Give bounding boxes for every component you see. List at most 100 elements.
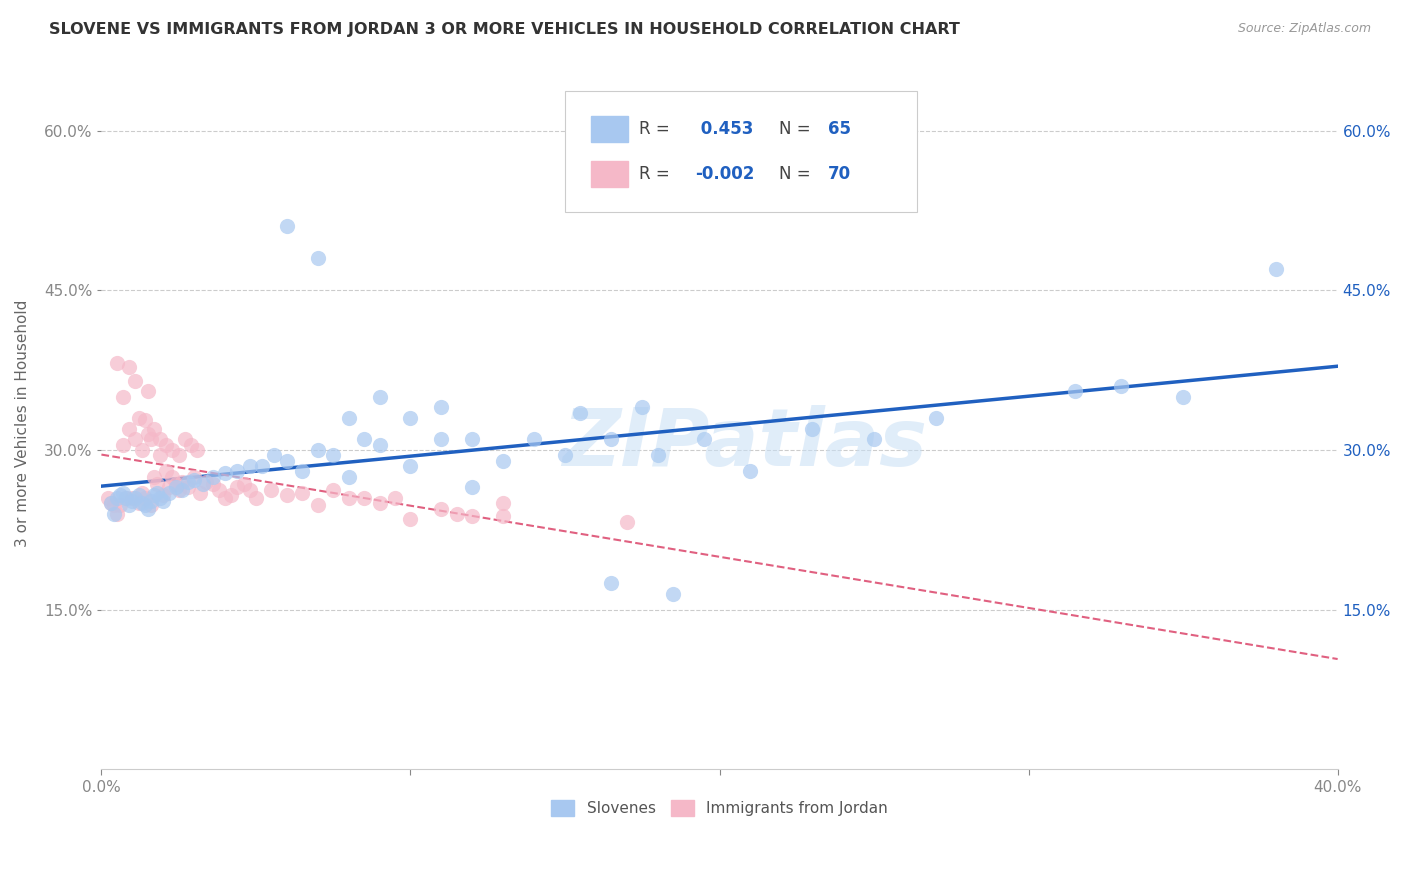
Point (193, 477, 215, 491)
Y-axis label: 3 or more Vehicles in Household: 3 or more Vehicles in Household (15, 300, 30, 547)
Point (384, 491, 406, 505)
Point (108, 488, 131, 502)
Point (157, 485, 180, 500)
Point (97, 491, 120, 505)
Point (239, 483, 262, 498)
Point (1171, 390, 1194, 404)
Point (307, 499, 329, 513)
Point (134, 413, 156, 427)
Point (368, 496, 391, 510)
Point (155, 437, 177, 451)
Point (115, 491, 138, 505)
Point (925, 411, 948, 425)
Point (103, 499, 125, 513)
Point (195, 475, 218, 489)
Point (492, 508, 515, 523)
Legend: Slovenes, Immigrants from Jordan: Slovenes, Immigrants from Jordan (544, 793, 896, 824)
Point (368, 437, 391, 451)
Point (693, 433, 716, 447)
Point (430, 501, 453, 516)
Point (662, 587, 685, 601)
Point (142, 422, 165, 436)
Point (1064, 384, 1087, 399)
Point (291, 485, 314, 500)
Point (226, 464, 249, 478)
Point (131, 442, 153, 457)
Point (177, 475, 200, 489)
Point (569, 406, 592, 420)
Point (322, 448, 344, 462)
Point (492, 496, 515, 510)
Point (291, 464, 314, 478)
Point (337, 411, 360, 425)
Point (399, 411, 422, 425)
Point (139, 433, 162, 447)
Point (188, 485, 211, 500)
Point (250, 458, 273, 473)
Point (554, 448, 576, 462)
Point (170, 483, 193, 498)
Point (353, 491, 375, 505)
Point (118, 422, 141, 436)
Text: N =: N = (779, 120, 815, 138)
Point (239, 458, 262, 473)
Point (226, 480, 249, 494)
Point (430, 401, 453, 415)
Point (149, 433, 172, 447)
Point (142, 488, 165, 502)
Point (105, 507, 128, 521)
Point (863, 433, 886, 447)
Text: Source: ZipAtlas.com: Source: ZipAtlas.com (1237, 22, 1371, 36)
Point (134, 491, 156, 505)
Text: ZIPatlas: ZIPatlas (562, 405, 927, 483)
Point (124, 374, 146, 388)
Point (128, 488, 150, 502)
Point (100, 496, 122, 510)
Point (201, 477, 224, 491)
Point (245, 491, 267, 505)
Point (337, 491, 360, 505)
Point (162, 469, 184, 483)
Point (461, 433, 484, 447)
Point (276, 219, 298, 234)
Point (263, 448, 285, 462)
Point (136, 427, 159, 442)
Point (165, 480, 187, 494)
Point (180, 437, 202, 451)
Point (399, 458, 422, 473)
Text: 65: 65 (828, 120, 851, 138)
Point (740, 464, 762, 478)
Point (260, 483, 283, 498)
Point (103, 507, 125, 521)
Point (124, 433, 146, 447)
Point (368, 390, 391, 404)
Point (124, 491, 146, 505)
Point (131, 496, 153, 510)
Point (600, 433, 623, 447)
Point (152, 488, 174, 502)
Point (214, 467, 236, 481)
Point (149, 448, 172, 462)
Point (430, 433, 453, 447)
Point (616, 516, 638, 530)
Point (322, 483, 344, 498)
Point (167, 483, 190, 498)
Point (167, 448, 190, 462)
Point (105, 356, 128, 370)
Point (139, 499, 162, 513)
Point (146, 485, 169, 500)
FancyBboxPatch shape (591, 161, 628, 187)
Point (121, 491, 143, 505)
Text: SLOVENE VS IMMIGRANTS FROM JORDAN 3 OR MORE VEHICLES IN HOUSEHOLD CORRELATION CH: SLOVENE VS IMMIGRANTS FROM JORDAN 3 OR M… (49, 22, 960, 37)
Point (112, 390, 135, 404)
Point (155, 464, 177, 478)
Text: 70: 70 (828, 165, 852, 183)
Point (128, 411, 150, 425)
Point (100, 496, 122, 510)
Text: -0.002: -0.002 (695, 165, 754, 183)
Text: R =: R = (640, 165, 675, 183)
Point (600, 576, 623, 591)
FancyBboxPatch shape (565, 91, 917, 212)
Point (139, 494, 162, 508)
Point (461, 480, 484, 494)
